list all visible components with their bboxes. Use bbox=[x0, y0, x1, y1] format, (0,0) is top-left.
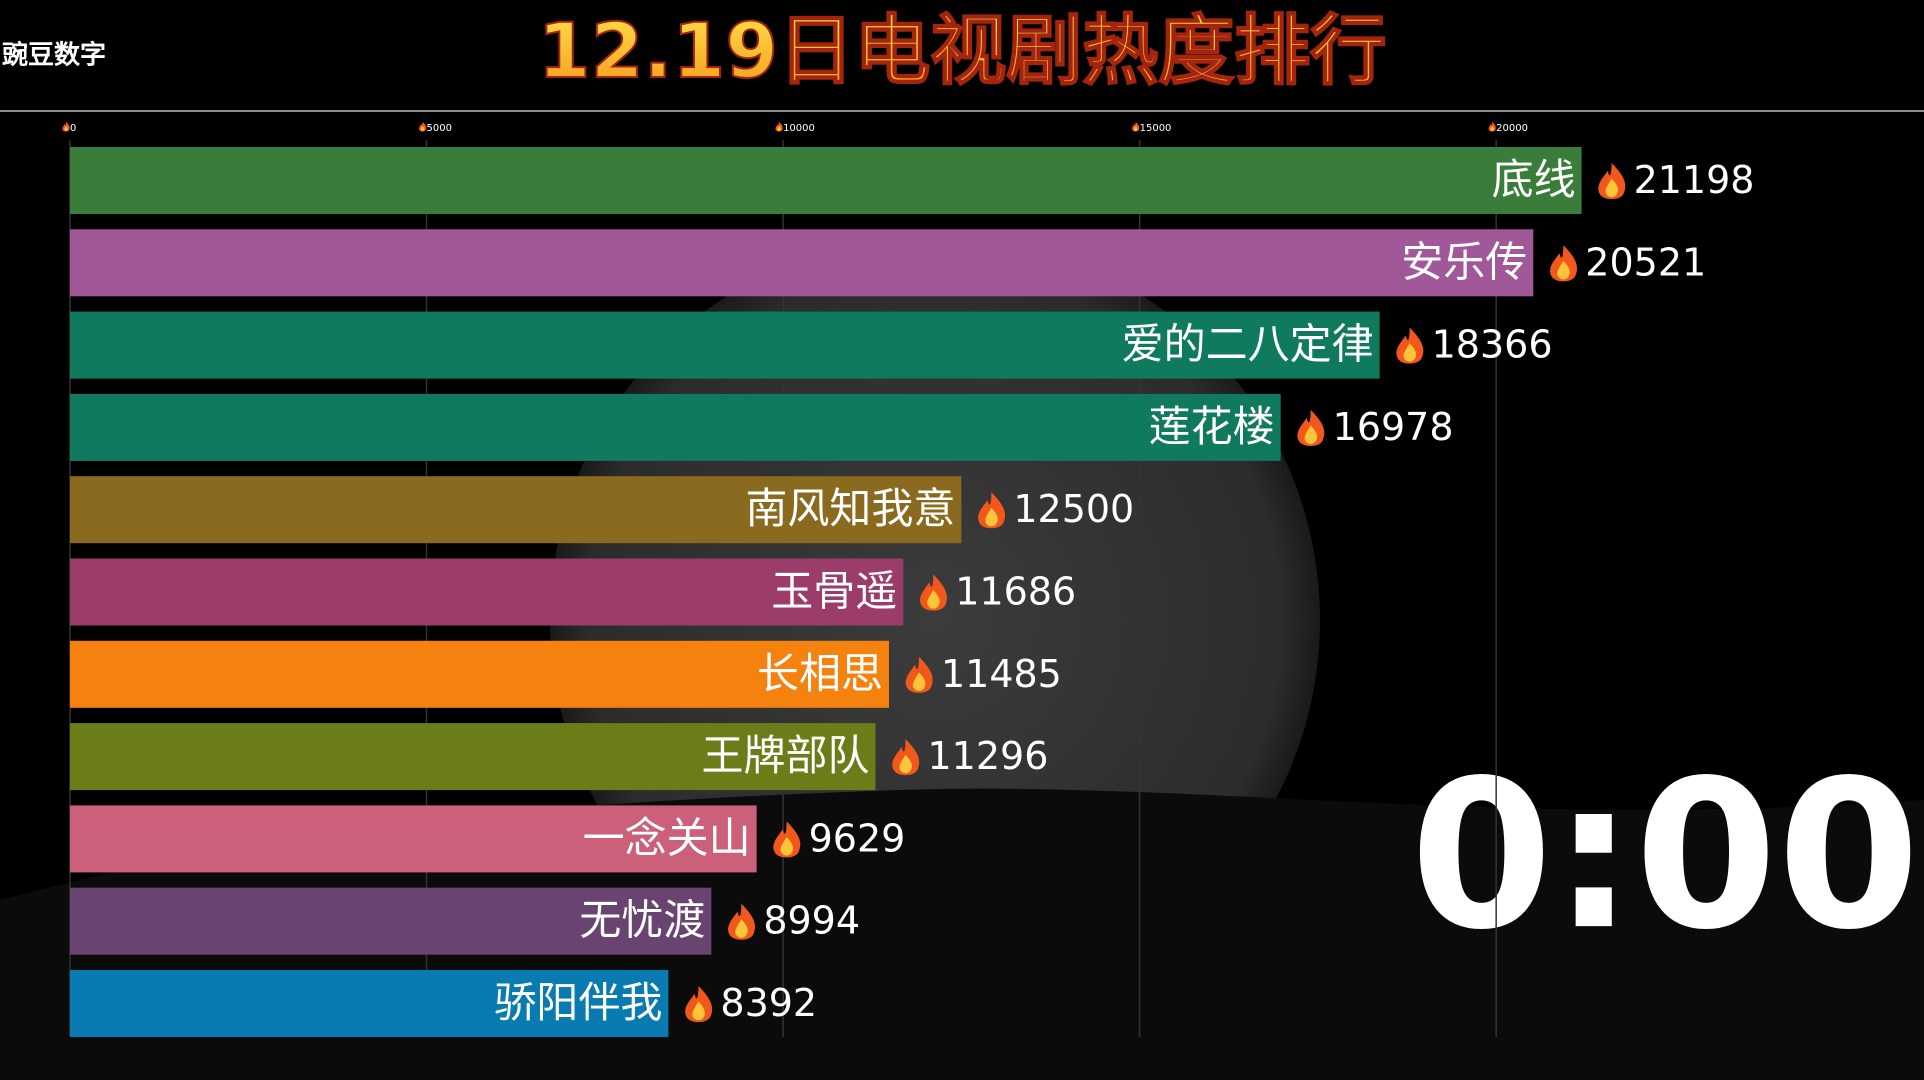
bar bbox=[70, 640, 889, 708]
value-label: 16978 bbox=[1333, 405, 1454, 449]
flame-icon bbox=[905, 656, 933, 693]
bar bbox=[70, 393, 1281, 461]
x-tick-label: 5000 bbox=[427, 123, 452, 134]
category-label: 莲花楼 bbox=[1149, 402, 1275, 451]
chart-title: 12.19日电视剧热度排行 bbox=[538, 6, 1386, 95]
flame-icon bbox=[1598, 163, 1626, 200]
timer: 0:00 bbox=[1410, 737, 1920, 975]
value-label: 9629 bbox=[809, 816, 906, 860]
category-label: 安乐传 bbox=[1401, 237, 1527, 286]
flame-inner bbox=[780, 837, 794, 856]
flame-icon bbox=[978, 492, 1006, 529]
x-tick-label: 10000 bbox=[783, 123, 815, 134]
flame-inner bbox=[899, 754, 912, 774]
bar bbox=[70, 887, 712, 955]
flame-icon bbox=[1488, 121, 1496, 132]
bar bbox=[70, 558, 904, 626]
value-label: 18366 bbox=[1432, 323, 1553, 367]
value-label: 11485 bbox=[941, 652, 1062, 696]
flame-inner bbox=[777, 125, 781, 131]
bar bbox=[70, 229, 1534, 297]
value-label: 11296 bbox=[927, 734, 1048, 778]
x-tick-label: 0 bbox=[70, 123, 76, 134]
flame-inner bbox=[735, 919, 748, 938]
x-tick-label: 20000 bbox=[1496, 123, 1528, 134]
value-label: 8994 bbox=[763, 899, 860, 943]
category-label: 南风知我意 bbox=[745, 484, 955, 533]
flame-inner bbox=[1304, 425, 1318, 445]
category-label: 一念关山 bbox=[583, 813, 751, 862]
flame-icon bbox=[418, 121, 427, 132]
value-label: 12500 bbox=[1013, 487, 1134, 531]
category-label: 爱的二八定律 bbox=[1122, 320, 1374, 369]
value-label: 8392 bbox=[720, 981, 817, 1025]
flame-icon bbox=[685, 986, 713, 1023]
flame-icon bbox=[1550, 245, 1578, 282]
flame-inner bbox=[1490, 125, 1494, 131]
flame-icon bbox=[920, 574, 948, 611]
category-label: 无忧渡 bbox=[579, 896, 705, 945]
plot-area: 0 5000 10000 15000 20000 底线 21198 安乐传 20521 爱的二八定… bbox=[62, 121, 1755, 1037]
category-label: 玉骨遥 bbox=[771, 567, 897, 616]
flame-inner bbox=[1605, 178, 1619, 198]
flame-icon bbox=[773, 821, 801, 858]
bar bbox=[70, 147, 1582, 214]
bar bbox=[70, 805, 757, 873]
flame-icon bbox=[62, 121, 70, 132]
flame-icon bbox=[1396, 327, 1424, 364]
value-label: 21198 bbox=[1634, 158, 1755, 202]
watermark: 豌豆数字 bbox=[2, 40, 106, 71]
value-label: 11686 bbox=[955, 570, 1076, 614]
flame-icon bbox=[892, 739, 920, 776]
x-tick-label: 15000 bbox=[1140, 123, 1172, 134]
bar bbox=[70, 970, 669, 1037]
category-label: 骄阳伴我 bbox=[494, 978, 662, 1027]
flame-inner bbox=[927, 590, 940, 609]
flame-inner bbox=[912, 672, 926, 691]
flame-icon bbox=[1297, 409, 1325, 446]
category-label: 王牌部队 bbox=[701, 731, 869, 780]
bar bbox=[70, 723, 876, 791]
flame-inner bbox=[692, 1001, 705, 1021]
flame-icon bbox=[1132, 121, 1140, 132]
flame-inner bbox=[420, 125, 425, 131]
flame-inner bbox=[1403, 343, 1417, 362]
bar bbox=[70, 311, 1380, 379]
value-label: 20521 bbox=[1585, 240, 1706, 284]
flame-inner bbox=[1133, 125, 1138, 131]
flame-inner bbox=[64, 125, 68, 131]
flame-icon bbox=[775, 121, 783, 132]
flame-inner bbox=[1557, 260, 1570, 280]
flame-inner bbox=[985, 507, 998, 527]
category-label: 底线 bbox=[1492, 155, 1576, 204]
category-label: 长相思 bbox=[757, 649, 883, 698]
flame-icon bbox=[728, 903, 756, 940]
bar bbox=[70, 476, 962, 544]
